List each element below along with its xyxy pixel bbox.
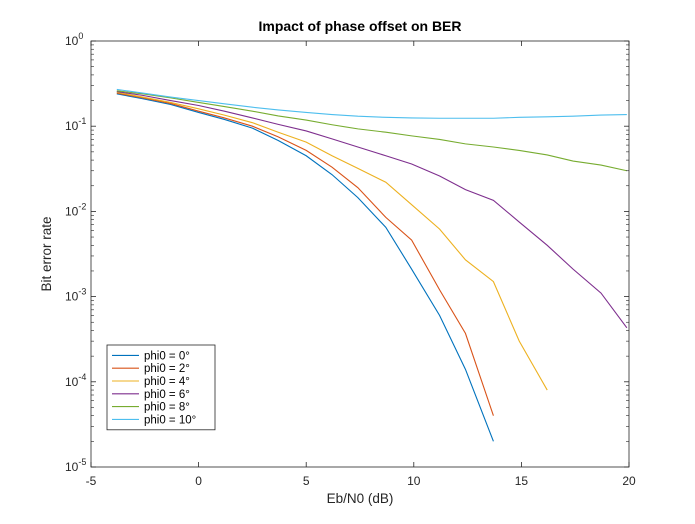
chart-title: Impact of phase offset on BER bbox=[258, 18, 461, 34]
legend: phi0 = 0°phi0 = 2°phi0 = 4°phi0 = 6°phi0… bbox=[106, 344, 216, 431]
series-line-5 bbox=[116, 88, 627, 119]
legend-box bbox=[106, 344, 216, 431]
legend-entry: phi0 = 6° bbox=[144, 389, 190, 401]
y-tick-label: 10-2 bbox=[65, 201, 86, 218]
x-tick-label: 0 bbox=[195, 474, 202, 488]
series-line-1 bbox=[116, 92, 494, 416]
x-tick-label: 5 bbox=[303, 474, 310, 488]
series-line-4 bbox=[116, 90, 627, 172]
y-tick-label: 100 bbox=[65, 31, 83, 48]
legend-entry: phi0 = 0° bbox=[144, 350, 190, 362]
x-tick-label: 15 bbox=[515, 474, 529, 488]
legend-entry: phi0 = 8° bbox=[144, 402, 190, 414]
x-tick-label: -5 bbox=[86, 474, 97, 488]
x-axis-label: Eb/N0 (dB) bbox=[327, 491, 394, 506]
series-line-3 bbox=[116, 91, 628, 329]
series-line-0 bbox=[116, 93, 494, 442]
y-tick-label: 10-3 bbox=[65, 287, 86, 304]
legend-entry: phi0 = 4° bbox=[144, 376, 190, 388]
y-tick-label: 10-5 bbox=[65, 457, 86, 474]
y-tick-label: 10-4 bbox=[65, 372, 86, 389]
x-tick-label: 20 bbox=[622, 474, 636, 488]
legend-entry: phi0 = 10° bbox=[144, 414, 196, 426]
axes-box bbox=[90, 40, 630, 468]
series-layer bbox=[116, 88, 628, 442]
y-tick-label: 10-1 bbox=[65, 116, 86, 133]
series-line-2 bbox=[116, 91, 548, 391]
y-axis-label: Bit error rate bbox=[39, 216, 54, 291]
legend-entry: phi0 = 2° bbox=[144, 363, 190, 375]
axes-layer: -5 0 5 10 15 20 10-5 10-4 10-3 10-2 10-1 100 bbox=[65, 31, 636, 488]
x-tick-label: 10 bbox=[407, 474, 421, 488]
